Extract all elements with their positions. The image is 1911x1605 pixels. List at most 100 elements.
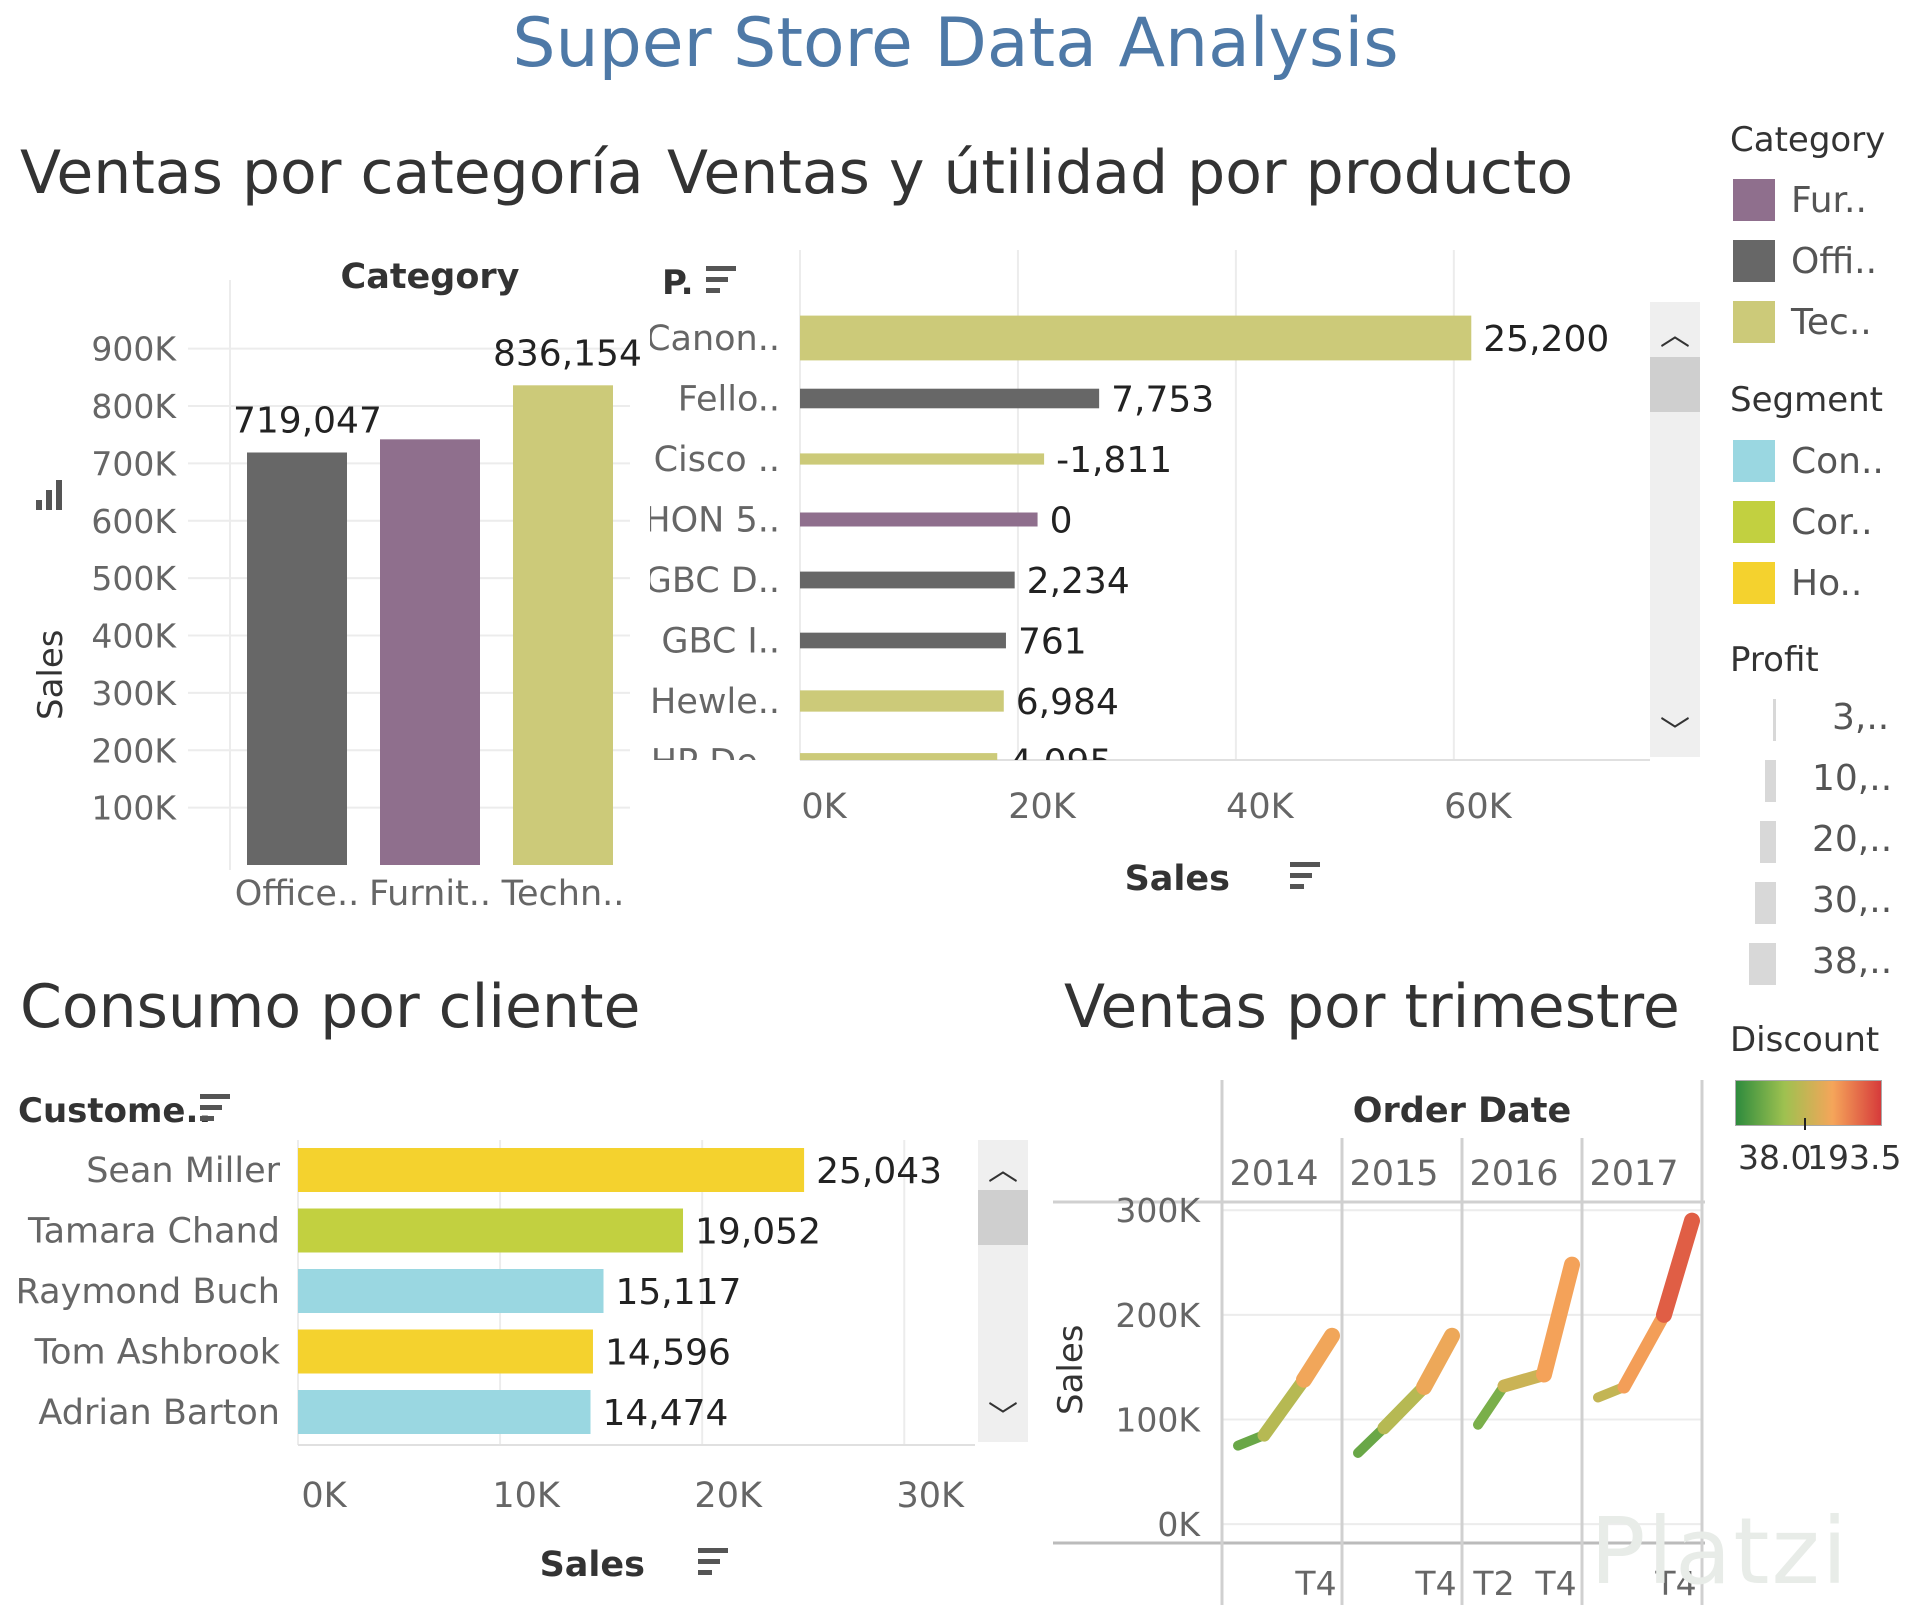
quarter-y-tick-label: 100K — [1115, 1400, 1201, 1439]
product-bar — [800, 571, 1015, 589]
product-row-header: P. — [662, 263, 694, 303]
legend-category-title: Category — [1730, 120, 1886, 160]
customer-rows: Sean Miller 25,043 Tamara Chand 19,052 Raymo… — [16, 1148, 942, 1434]
segment-legend-item[interactable]: Con.. — [1733, 437, 1884, 485]
quarter-y-axis-title: Sales — [1051, 1325, 1091, 1416]
profit-legend-label: 20,.. — [1812, 819, 1893, 860]
customer-row-label: Tamara Chand — [27, 1212, 280, 1252]
product-bar-label: 6,984 — [1016, 682, 1119, 723]
customer-row-label: Tom Ashbrook — [34, 1333, 281, 1373]
quarter-year-label: 2014 — [1229, 1154, 1318, 1194]
sort-icon[interactable] — [698, 1548, 728, 1575]
chevron-up-icon[interactable]: ︿ — [988, 1153, 1018, 1188]
category-legend-item[interactable]: Offi.. — [1733, 237, 1877, 285]
quarter-line-segment — [1377, 1380, 1431, 1435]
quarter-y-ticks: 0K 100K 200K 300K — [1115, 1191, 1201, 1544]
legend-profit-title: Profit — [1730, 640, 1819, 680]
category-y-tick-label: 600K — [91, 502, 177, 541]
customer-row-label: Adrian Barton — [38, 1393, 280, 1433]
profit-size-mark — [1773, 699, 1776, 741]
quarter-year-label: 2017 — [1589, 1154, 1678, 1194]
sort-icon[interactable] — [706, 266, 736, 293]
segment-legend-label: Ho.. — [1791, 562, 1863, 604]
product-bar — [800, 753, 998, 760]
product-scrollbar[interactable]: ︿ ﹀ — [1650, 302, 1700, 757]
customer-bar — [298, 1390, 591, 1434]
quarter-line-segment — [1416, 1327, 1460, 1396]
discount-min: 38.0 — [1738, 1138, 1812, 1177]
product-row-label: GBC I.. — [661, 622, 780, 662]
category-legend-label: Tec.. — [1791, 301, 1872, 343]
quarter-sales-chart: Order Date 2014 T4 2015 T4 2016 T2 T4 2017 T4 0K… — [1051, 1080, 1705, 1605]
chevron-up-icon[interactable]: ︿ — [1660, 318, 1690, 353]
category-y-ticks: 100K 200K 300K 400K 500K 600K 700K 800K 900K — [91, 330, 177, 828]
customer-row-label: Sean Miller — [86, 1151, 280, 1191]
sheet-title-product: Ventas y útilidad por producto — [667, 138, 1574, 208]
category-legend-item[interactable]: Fur.. — [1733, 176, 1867, 224]
quarter-year-label: 2015 — [1349, 1154, 1438, 1194]
profit-legend-label: 10,.. — [1812, 758, 1893, 799]
sheet-title-quarter: Ventas por trimestre — [1064, 972, 1680, 1042]
sort-icon[interactable] — [1290, 862, 1320, 889]
product-bar-label: 761 — [1018, 622, 1087, 663]
customer-sales-chart: Custome.. Sean Miller 25,043 Tamara Chand 1… — [16, 1091, 975, 1585]
category-legend-item[interactable]: Tec.. — [1733, 298, 1872, 346]
category-x-label: Techn.. — [501, 874, 625, 914]
segment-legend-label: Con.. — [1791, 440, 1884, 482]
profit-legend-label: 38,.. — [1812, 941, 1893, 982]
scrollbar-thumb[interactable] — [978, 1190, 1028, 1245]
category-y-tick-label: 200K — [91, 731, 177, 770]
customer-row-label: Raymond Buch — [16, 1272, 280, 1312]
category-y-tick-label: 100K — [91, 789, 177, 828]
profit-size-mark — [1749, 943, 1776, 985]
product-row-label: GBC D.. — [650, 561, 780, 601]
product-row-label: Cisco .. — [654, 440, 780, 480]
profit-legend-label: 30,.. — [1812, 880, 1893, 921]
sheet-title-customer: Consumo por cliente — [20, 972, 641, 1042]
quarter-line-segment — [1656, 1212, 1700, 1323]
chevron-down-icon[interactable]: ﹀ — [988, 1400, 1018, 1435]
quarter-line-segment — [1257, 1373, 1311, 1442]
chevron-down-icon[interactable]: ﹀ — [1660, 715, 1690, 750]
product-row-label: Canon.. — [650, 319, 780, 359]
segment-legend-item[interactable]: Ho.. — [1733, 559, 1862, 607]
discount-max: 193.5 — [1807, 1138, 1902, 1177]
product-x-tick-label: 20K — [1008, 787, 1077, 827]
quarter-y-tick-label: 200K — [1115, 1296, 1201, 1335]
product-bar — [800, 315, 1472, 361]
segment-legend-item[interactable]: Cor.. — [1733, 498, 1873, 546]
product-bar — [800, 388, 1100, 409]
sheet-title-category: Ventas por categoría — [20, 138, 644, 208]
segment-legend-swatch — [1733, 501, 1775, 543]
category-bar-label: 719,047 — [233, 400, 382, 441]
profit-size-mark — [1760, 821, 1776, 863]
customer-x-tick-label: 20K — [694, 1476, 763, 1516]
customer-bar-label: 19,052 — [695, 1212, 821, 1253]
segment-legend-swatch — [1733, 440, 1775, 482]
customer-x-ticks: 0K 10K 20K 30K — [301, 1476, 965, 1516]
quarter-y-tick-label: 300K — [1115, 1191, 1201, 1230]
sort-icon[interactable] — [36, 480, 62, 510]
scrollbar-thumb[interactable] — [1650, 357, 1700, 412]
customer-bar-label: 25,043 — [816, 1151, 942, 1192]
profit-size-mark — [1765, 760, 1776, 802]
quarter-line-segment — [1536, 1256, 1580, 1383]
legend-segment-title: Segment — [1730, 380, 1883, 420]
customer-x-tick-label: 30K — [897, 1476, 966, 1516]
product-bar — [800, 632, 1006, 649]
customer-bar-label: 14,596 — [605, 1333, 731, 1374]
category-bar — [380, 439, 480, 865]
category-y-tick-label: 300K — [91, 674, 177, 713]
product-bar — [800, 512, 1038, 527]
customer-scrollbar[interactable]: ︿ ﹀ — [978, 1140, 1028, 1442]
category-bar — [247, 452, 347, 865]
discount-gradient — [1735, 1080, 1882, 1126]
category-y-tick-label: 500K — [91, 559, 177, 598]
sort-icon[interactable] — [200, 1094, 230, 1121]
profit-size-mark — [1755, 882, 1776, 924]
product-bar-label: 2,234 — [1027, 561, 1130, 602]
category-bar — [513, 385, 613, 865]
product-row-label: HP De.. — [651, 743, 780, 783]
product-rows-viewport: Canon.. 25,200 Fello.. 7,753 Cisco .. -1,811 H… — [650, 315, 1609, 783]
product-row-label: Hewle.. — [650, 682, 780, 722]
